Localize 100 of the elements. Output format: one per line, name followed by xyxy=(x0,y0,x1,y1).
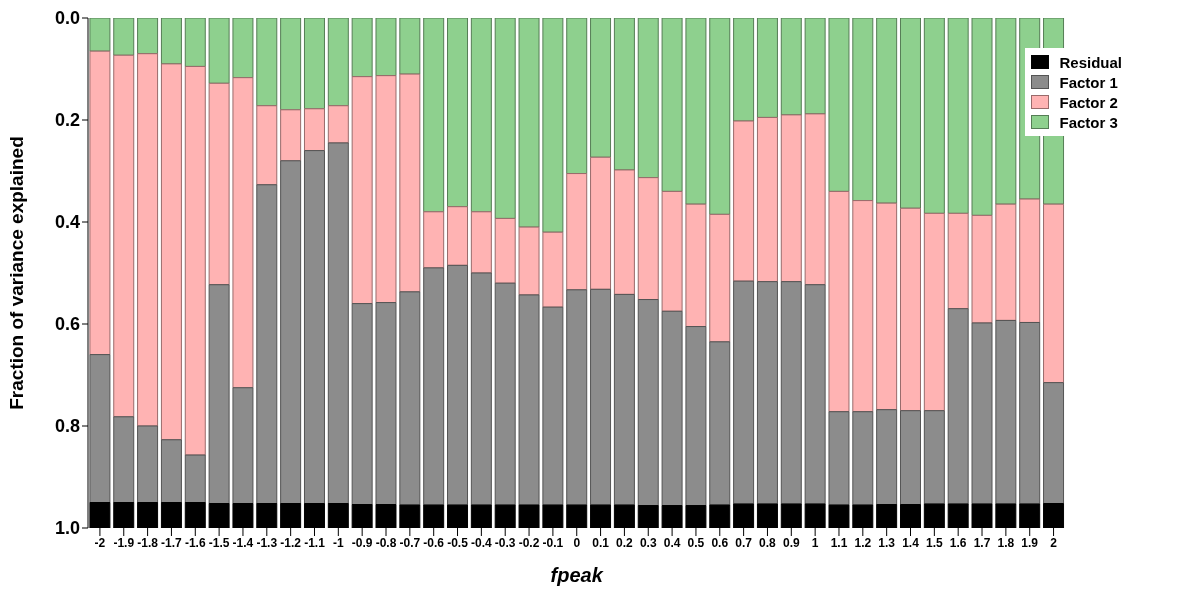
bar xyxy=(303,150,325,505)
bar xyxy=(709,18,731,215)
bar xyxy=(208,284,230,505)
bar xyxy=(828,411,850,506)
bar xyxy=(375,75,397,304)
bar xyxy=(923,410,945,505)
bar xyxy=(828,18,850,192)
bar xyxy=(542,231,564,308)
bar xyxy=(661,190,683,312)
bar xyxy=(995,203,1017,321)
x-tick-label: 0.4 xyxy=(663,535,681,550)
x-tick-label: 0.3 xyxy=(639,535,657,550)
x-tick-label: -0.4 xyxy=(471,535,493,550)
x-tick-label: 0.7 xyxy=(735,535,753,550)
bar xyxy=(661,18,683,192)
bar xyxy=(590,18,612,158)
bar xyxy=(852,200,874,413)
x-tick-label: -1 xyxy=(332,535,344,550)
bar xyxy=(971,322,993,505)
bar xyxy=(137,53,159,427)
bar xyxy=(208,82,230,286)
x-tick-label: 0.6 xyxy=(711,535,729,550)
bar xyxy=(733,280,755,505)
x-tick-label: -1.3 xyxy=(256,535,278,550)
bar xyxy=(733,18,755,122)
bar xyxy=(113,54,135,418)
bar xyxy=(280,109,302,162)
bar xyxy=(590,288,612,506)
bar xyxy=(780,281,802,505)
x-tick-label: -0.8 xyxy=(375,535,397,550)
bar xyxy=(303,18,325,110)
bar xyxy=(351,303,373,506)
x-tick-label: -0.3 xyxy=(494,535,516,550)
bar xyxy=(232,77,254,389)
bar xyxy=(1019,321,1041,505)
legend-label: Factor 2 xyxy=(1059,93,1118,111)
bar xyxy=(899,410,921,506)
bar xyxy=(447,18,469,208)
bar xyxy=(280,18,302,111)
x-tick-label: 0.9 xyxy=(782,535,800,550)
bar xyxy=(89,50,111,356)
bar xyxy=(590,156,612,290)
x-tick-label: -1.4 xyxy=(232,535,254,550)
bar xyxy=(852,18,874,202)
bar xyxy=(280,160,302,505)
legend-label: Factor 1 xyxy=(1059,73,1118,91)
bar xyxy=(494,18,516,219)
bar xyxy=(995,319,1017,505)
x-tick-label: -1.6 xyxy=(184,535,206,550)
bar xyxy=(137,18,159,55)
x-tick-label: -1.8 xyxy=(137,535,159,550)
bar xyxy=(423,18,445,213)
bar xyxy=(756,281,778,505)
y-tick-label: 0.0 xyxy=(54,8,80,29)
x-tick-label: -1.7 xyxy=(161,535,183,550)
bar xyxy=(1043,382,1065,505)
bar xyxy=(685,203,707,328)
bar xyxy=(113,18,135,56)
bar xyxy=(1043,203,1065,384)
bar xyxy=(923,212,945,412)
x-tick-label: -0.2 xyxy=(518,535,540,550)
bar xyxy=(828,190,850,413)
bar xyxy=(470,272,492,506)
x-tick-label: -1.9 xyxy=(113,535,135,550)
bar xyxy=(780,18,802,116)
bar xyxy=(89,18,111,52)
bar xyxy=(709,213,731,343)
bar xyxy=(447,264,469,506)
x-tick-label: -1.2 xyxy=(280,535,302,550)
x-tick-label: 0.2 xyxy=(616,535,634,550)
bar xyxy=(137,425,159,503)
bar xyxy=(327,18,349,107)
x-tick-label: -0.7 xyxy=(399,535,421,550)
bar xyxy=(232,18,254,79)
x-tick-label: -1.1 xyxy=(304,535,326,550)
x-tick-label: 1.2 xyxy=(854,535,872,550)
bar xyxy=(995,18,1017,205)
y-tick-label: 0.6 xyxy=(54,314,80,335)
x-tick-label: 1.5 xyxy=(926,535,944,550)
bar xyxy=(804,18,826,115)
bar xyxy=(542,306,564,506)
bar xyxy=(947,212,969,310)
y-tick-label: 0.8 xyxy=(54,416,80,437)
bar xyxy=(876,409,898,506)
bar xyxy=(566,289,588,506)
bar xyxy=(470,18,492,213)
x-tick-label: 1 xyxy=(811,535,819,550)
bar xyxy=(876,18,898,204)
bar xyxy=(637,177,659,301)
x-tick-label: -0.1 xyxy=(542,535,564,550)
bar xyxy=(637,299,659,507)
bar xyxy=(89,354,111,503)
bar xyxy=(971,18,993,216)
bar xyxy=(661,310,683,507)
bar xyxy=(256,18,278,107)
bar xyxy=(518,294,540,506)
bar xyxy=(184,65,206,456)
x-tick-label: 1.3 xyxy=(878,535,896,550)
bar xyxy=(852,411,874,506)
bar xyxy=(804,284,826,505)
